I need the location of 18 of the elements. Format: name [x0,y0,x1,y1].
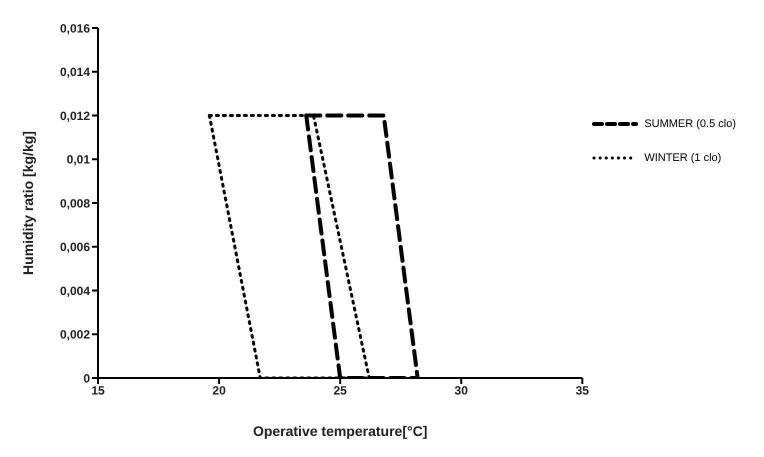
y-tick-label: 0,014 [60,65,90,80]
y-tick-label: 0,01 [66,152,90,167]
y-tick-label: 0,016 [60,21,90,36]
y-tick-label: 0 [83,371,90,386]
x-tick-label: 15 [91,384,105,398]
x-axis-title: Operative temperature[°C] [252,422,428,439]
y-tick-label: 0,004 [60,284,90,298]
y-tick-label: 0,002 [60,328,90,342]
legend-label: SUMMER (0.5 clo) [644,118,736,130]
x-tick-label: 25 [333,384,348,398]
y-tick-label: 0,012 [60,108,90,123]
y-tick-label: 0,008 [60,196,90,210]
y-axis-title: Humidity ratio [kg/kg] [20,131,36,275]
y-tick-label: 0,006 [60,240,90,254]
x-tick-label: 35 [576,384,590,398]
legend-label: WINTER (1 clo) [644,152,722,164]
x-tick-label: 30 [454,384,468,398]
x-tick-label: 20 [212,384,226,398]
